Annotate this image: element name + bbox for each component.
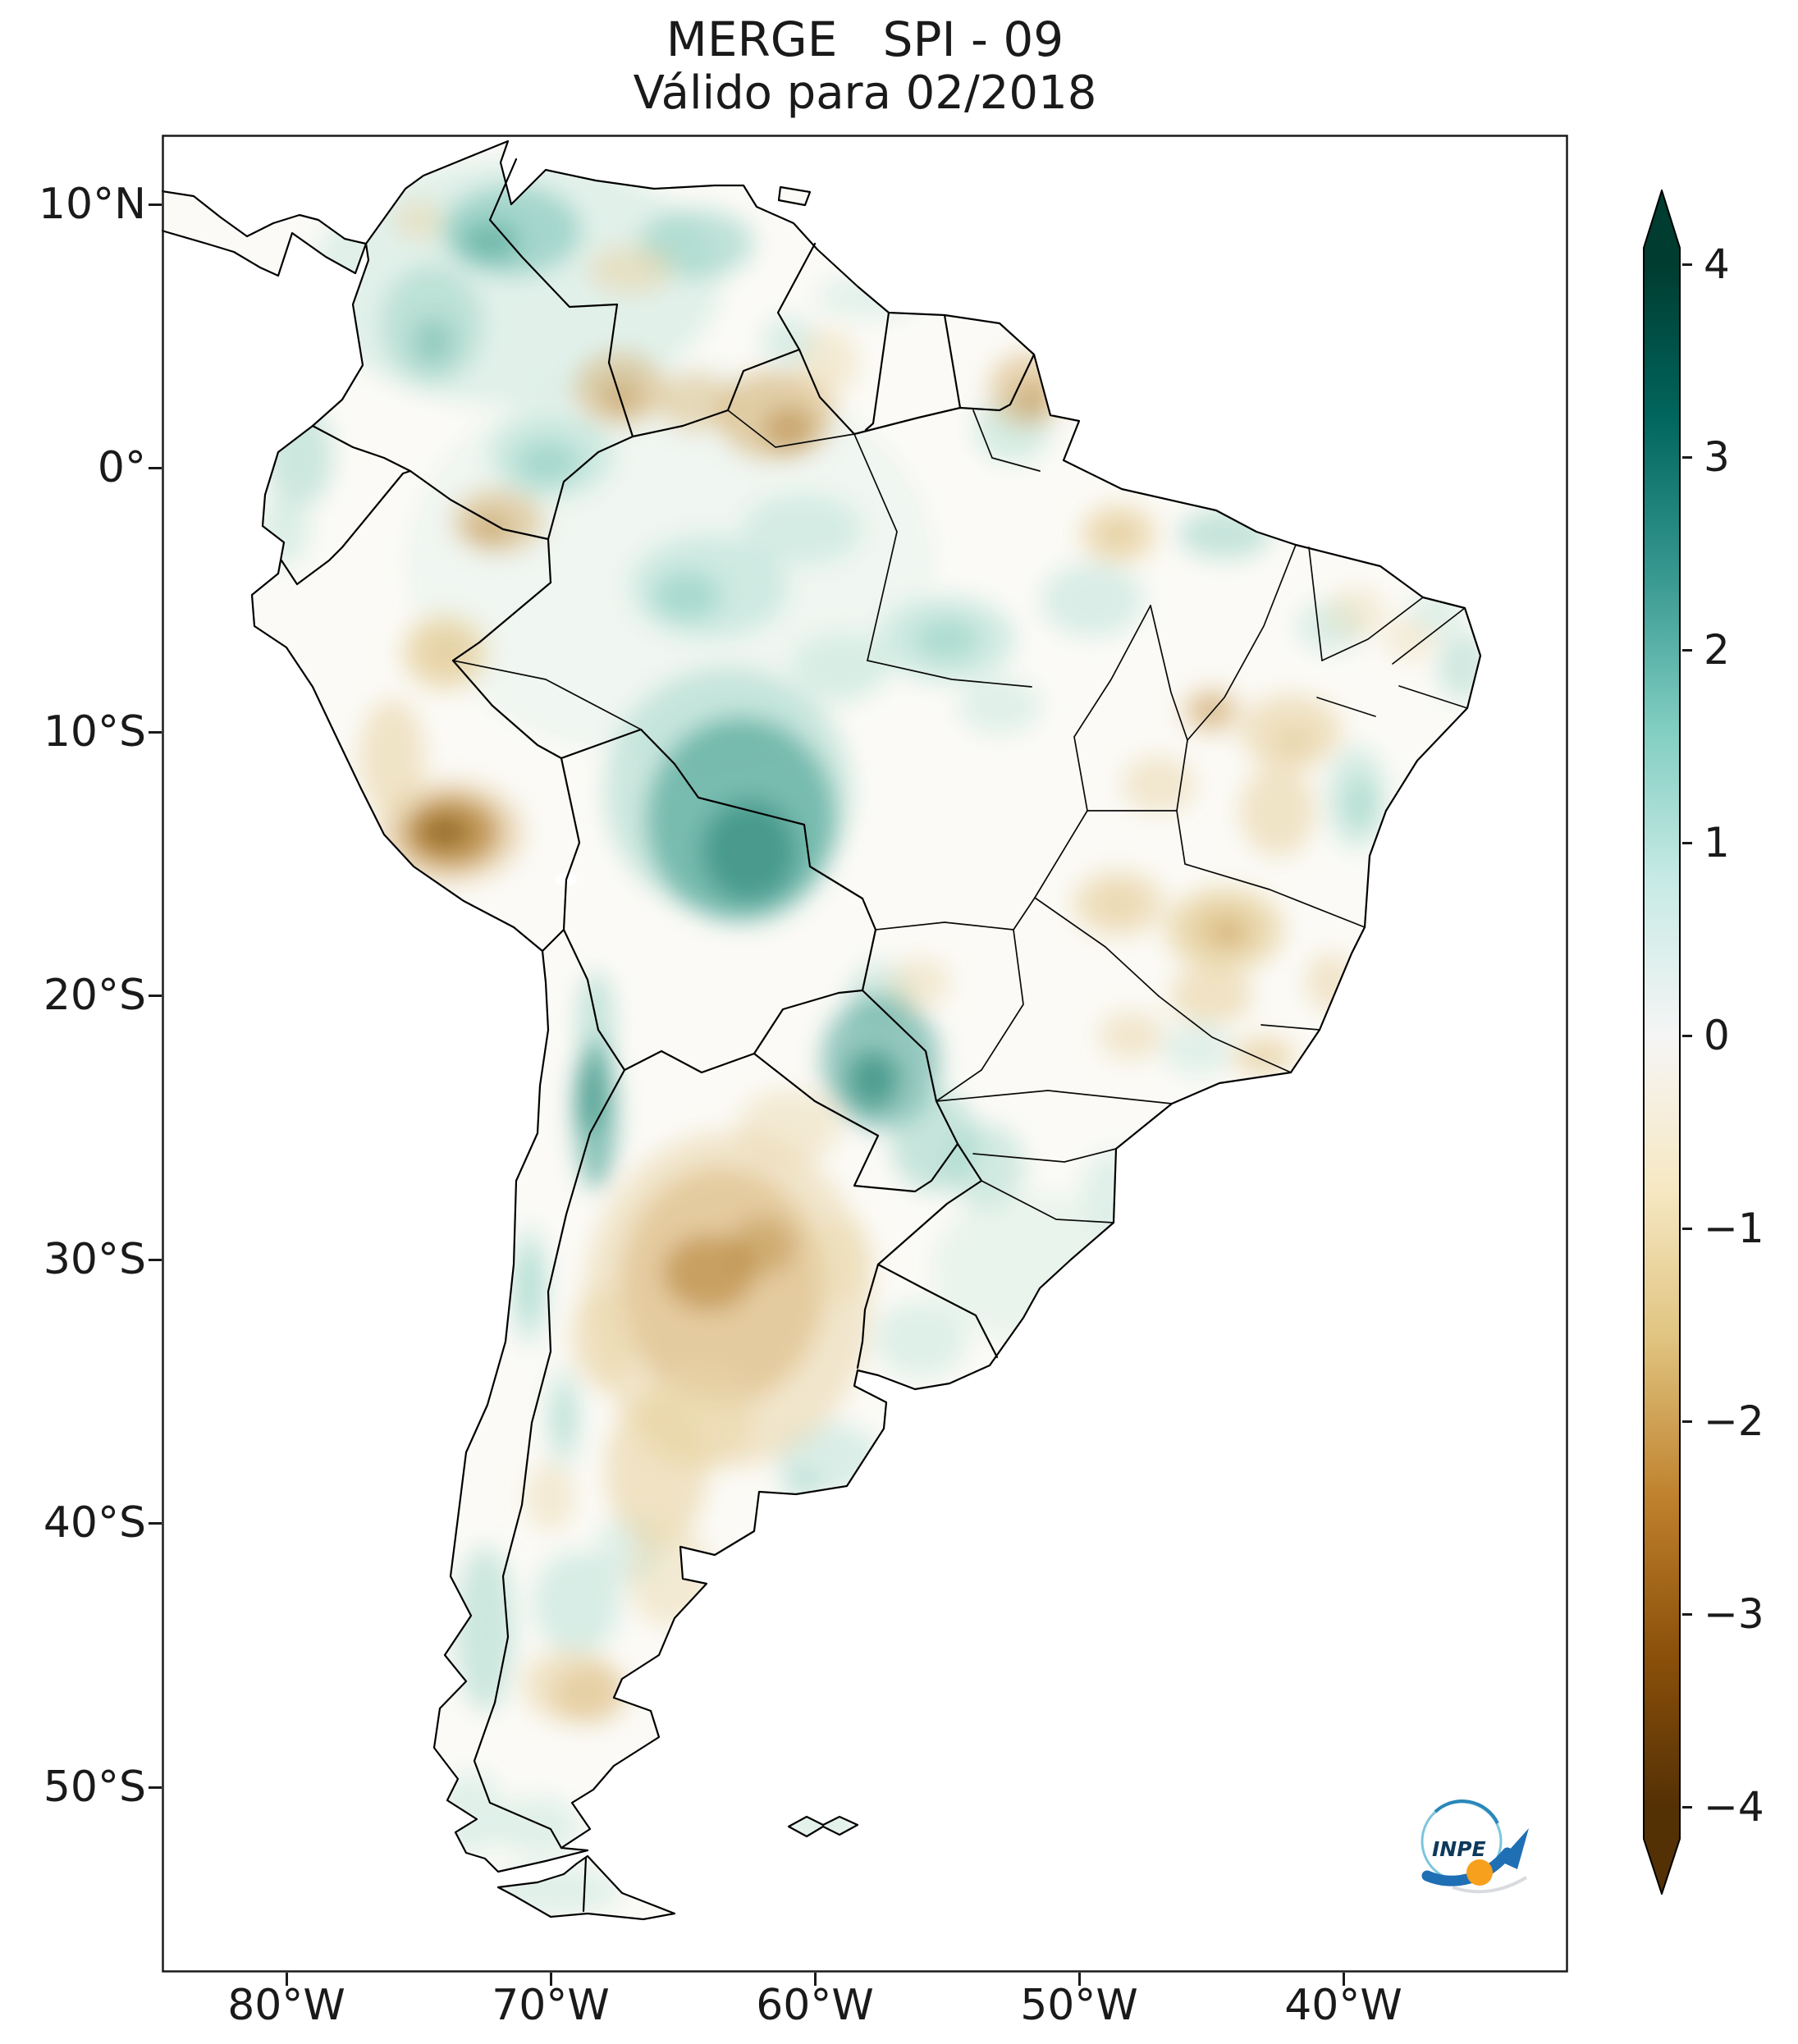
colorbar-tick xyxy=(1682,1613,1692,1616)
logo-arrow-head xyxy=(1499,1828,1529,1869)
logo-orange-sphere xyxy=(1466,1859,1493,1886)
y-axis-tick xyxy=(149,1259,162,1261)
state-borders xyxy=(452,409,1468,1223)
x-tick-label: 80°W xyxy=(227,1981,345,2030)
x-axis-tick xyxy=(814,1973,817,1986)
y-axis-tick xyxy=(149,995,162,997)
south-america-spi-map xyxy=(162,135,1568,1973)
colorbar-tick-label: 3 xyxy=(1704,433,1730,481)
x-axis-tick xyxy=(286,1973,288,1986)
colorbar-tick xyxy=(1682,1420,1692,1423)
x-axis-tick xyxy=(550,1973,552,1986)
title-line1: MERGE SPI - 09 xyxy=(666,11,1064,67)
logo-orbit-arc xyxy=(1434,1799,1499,1824)
x-axis-tick xyxy=(1343,1973,1345,1986)
y-axis-tick xyxy=(149,203,162,206)
colorbar-tick xyxy=(1682,1806,1692,1809)
y-axis-tick xyxy=(149,1522,162,1525)
colorbar-tick-label: 1 xyxy=(1704,819,1730,867)
y-tick-label: 20°S xyxy=(43,971,146,1020)
y-axis-tick xyxy=(149,731,162,734)
y-tick-label: 30°S xyxy=(43,1235,146,1284)
colorbar-tick xyxy=(1682,649,1692,652)
colorbar-tick-label: −1 xyxy=(1704,1205,1764,1252)
colorbar-tick xyxy=(1682,263,1692,266)
spi-anomaly-field xyxy=(260,159,1480,1915)
colorbar-tick xyxy=(1682,1228,1692,1230)
y-tick-label: 0° xyxy=(97,443,146,492)
x-tick-label: 60°W xyxy=(756,1981,874,2030)
y-tick-label: 10°N xyxy=(38,180,146,229)
colorbar-tick xyxy=(1682,842,1692,844)
colorbar-tick-label: 2 xyxy=(1704,626,1730,674)
y-axis-tick xyxy=(149,467,162,469)
colorbar-tick-label: −2 xyxy=(1704,1397,1764,1445)
coastline xyxy=(162,139,1482,1921)
logo-gray-swoosh xyxy=(1452,1876,1528,1894)
logo-text: INPE xyxy=(1432,1837,1486,1861)
colorbar-tick xyxy=(1682,1035,1692,1037)
colorbar-tick xyxy=(1682,456,1692,459)
x-tick-label: 70°W xyxy=(492,1981,610,2030)
y-axis-tick xyxy=(149,1786,162,1789)
y-tick-label: 10°S xyxy=(43,707,146,757)
colorbar-tick-label: 0 xyxy=(1704,1012,1730,1059)
colorbar xyxy=(1643,190,1681,1895)
x-tick-label: 50°W xyxy=(1020,1981,1138,2030)
y-tick-label: 40°S xyxy=(43,1498,146,1548)
figure-title: MERGE SPI - 09 Válido para 02/2018 xyxy=(162,11,1568,120)
colorbar-tick-label: −4 xyxy=(1704,1783,1764,1831)
x-axis-tick xyxy=(1078,1973,1081,1986)
y-tick-label: 50°S xyxy=(43,1763,146,1812)
inpe-logo: INPE xyxy=(1421,1799,1529,1894)
colorbar-tick-label: 4 xyxy=(1704,240,1730,288)
country-borders xyxy=(280,158,1036,1913)
colorbar-gradient xyxy=(1643,190,1681,1895)
x-tick-label: 40°W xyxy=(1284,1981,1402,2030)
colorbar-tick-label: −3 xyxy=(1704,1590,1764,1638)
title-line2: Válido para 02/2018 xyxy=(633,66,1097,120)
plot-frame xyxy=(162,135,1568,1973)
